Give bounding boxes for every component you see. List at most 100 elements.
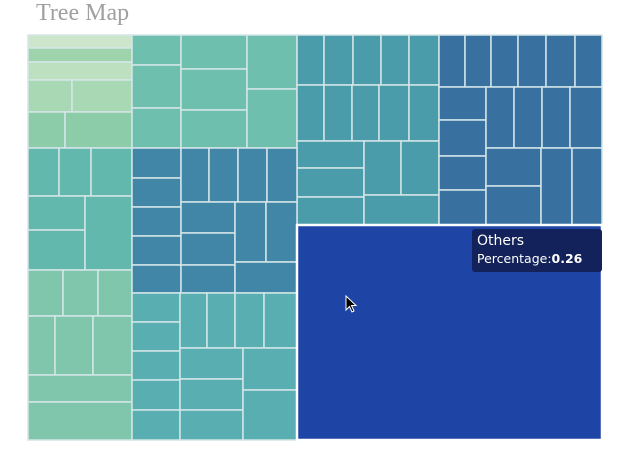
treemap-cell[interactable] [296, 196, 365, 226]
treemap-cell[interactable] [179, 409, 244, 441]
treemap-cell[interactable] [438, 189, 487, 226]
treemap-cell[interactable] [400, 140, 440, 196]
treemap-cell[interactable] [90, 147, 133, 197]
treemap-cell[interactable] [27, 147, 60, 197]
treemap-cell[interactable] [242, 389, 298, 441]
treemap-cell[interactable] [323, 84, 353, 142]
treemap-cell[interactable] [180, 68, 248, 111]
treemap-cell[interactable] [485, 185, 542, 226]
treemap-cell[interactable] [27, 79, 73, 113]
treemap-group[interactable] [438, 34, 603, 226]
treemap-cell[interactable] [351, 84, 380, 142]
treemap-cell[interactable] [54, 315, 94, 376]
treemap-cell[interactable] [131, 64, 182, 109]
treemap-cell[interactable] [180, 232, 236, 266]
treemap-cell[interactable] [131, 235, 182, 266]
treemap-cell[interactable] [180, 147, 210, 203]
treemap-cell[interactable] [485, 147, 542, 187]
treemap-cell[interactable] [180, 109, 248, 149]
treemap-cell[interactable] [84, 195, 133, 271]
treemap-cell[interactable] [545, 34, 576, 88]
treemap-cell[interactable] [378, 84, 410, 142]
treemap-cell[interactable] [234, 261, 298, 294]
treemap-cell[interactable] [92, 315, 133, 376]
treemap-cell[interactable] [438, 34, 466, 88]
treemap-cell[interactable] [71, 79, 133, 113]
treemap-cell[interactable] [234, 201, 267, 263]
treemap-cell[interactable] [363, 140, 402, 196]
treemap-cell[interactable] [27, 34, 133, 49]
treemap-cell[interactable] [242, 347, 298, 391]
treemap-cell[interactable] [380, 34, 410, 86]
treemap-cell[interactable] [408, 34, 440, 86]
treemap-cell[interactable] [541, 86, 571, 149]
treemap-group[interactable] [131, 147, 298, 294]
treemap-cell[interactable] [131, 107, 182, 149]
treemap-cell[interactable] [517, 34, 547, 88]
treemap-cell[interactable] [131, 177, 182, 208]
treemap-cell[interactable] [352, 34, 382, 86]
treemap-cell[interactable] [131, 292, 181, 323]
treemap-cell[interactable] [569, 86, 603, 149]
treemap-cell[interactable] [131, 321, 181, 352]
treemap-cell[interactable] [180, 34, 248, 70]
treemap-cell[interactable] [363, 194, 440, 226]
treemap-cell[interactable] [27, 269, 64, 317]
treemap-cell[interactable] [27, 315, 56, 376]
treemap-cell[interactable] [62, 269, 99, 317]
treemap-cell[interactable] [464, 34, 492, 88]
treemap-cell[interactable] [296, 34, 325, 86]
treemap-cell[interactable] [27, 195, 86, 231]
treemap-cell[interactable] [131, 264, 182, 294]
treemap-cell[interactable] [438, 119, 487, 157]
treemap-cell[interactable] [246, 88, 298, 149]
treemap-cell[interactable] [97, 269, 133, 317]
treemap-group[interactable] [131, 34, 298, 149]
treemap-cell[interactable] [208, 147, 239, 203]
treemap-cell[interactable] [246, 34, 298, 90]
treemap-group[interactable] [131, 292, 298, 441]
treemap-cell[interactable] [438, 155, 487, 191]
treemap-cell[interactable] [27, 47, 133, 63]
treemap-group[interactable] [27, 34, 133, 149]
treemap-cell[interactable] [131, 147, 182, 179]
treemap-cell[interactable] [490, 34, 519, 88]
treemap-cell[interactable] [27, 111, 66, 149]
treemap-cell[interactable] [131, 409, 181, 441]
treemap-cell[interactable] [237, 147, 268, 203]
treemap-cell[interactable] [571, 147, 603, 226]
treemap-cell[interactable] [206, 292, 236, 349]
treemap-cell[interactable] [296, 84, 325, 142]
treemap-cell[interactable] [263, 292, 298, 349]
treemap-cell[interactable] [485, 86, 515, 149]
treemap-cell[interactable] [131, 206, 182, 237]
treemap-cell[interactable] [27, 61, 133, 81]
treemap-cell[interactable] [179, 292, 208, 349]
treemap-cell[interactable] [438, 86, 487, 121]
treemap-group[interactable] [27, 147, 133, 271]
treemap-cell[interactable] [266, 147, 298, 203]
treemap-cell[interactable] [27, 374, 133, 403]
treemap-cell[interactable] [180, 264, 236, 294]
treemap-group[interactable] [296, 34, 440, 226]
treemap-cell[interactable] [131, 379, 181, 411]
treemap-cell[interactable] [513, 86, 543, 149]
treemap-cell[interactable] [408, 84, 440, 142]
treemap-cell[interactable] [179, 378, 244, 411]
treemap-cell[interactable] [296, 167, 365, 198]
treemap-group[interactable] [27, 269, 133, 441]
treemap-cell[interactable] [234, 292, 265, 349]
treemap-cell[interactable] [64, 111, 133, 149]
treemap-cell[interactable] [131, 350, 181, 381]
treemap-cell[interactable] [540, 147, 573, 226]
treemap-cell[interactable] [180, 201, 236, 234]
treemap-cell[interactable] [574, 34, 603, 88]
treemap-cell[interactable] [58, 147, 92, 197]
treemap-cell[interactable] [179, 347, 244, 380]
treemap-cell[interactable] [265, 201, 298, 263]
treemap-cell[interactable] [131, 34, 182, 66]
treemap-cell[interactable] [323, 34, 354, 86]
treemap-cell[interactable] [27, 229, 86, 271]
treemap-cell[interactable] [296, 140, 365, 169]
